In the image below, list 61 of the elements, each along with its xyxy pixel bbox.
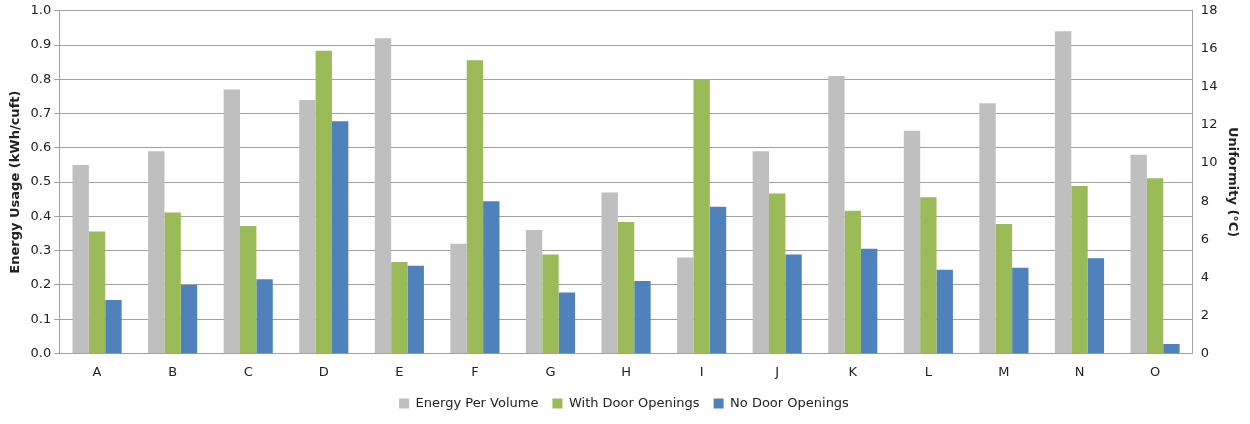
y2-tick-label: 0 — [1200, 344, 1210, 360]
bar — [105, 300, 122, 354]
bar — [558, 292, 576, 354]
y2-tick-label: 18 — [1200, 2, 1218, 18]
y-tick-label: 0.2 — [30, 276, 52, 292]
bar — [693, 79, 710, 354]
y2-axis-title: Uniformity (°C) — [1225, 126, 1241, 238]
bar — [331, 121, 349, 354]
x-tick-label: C — [243, 363, 253, 379]
bar — [634, 281, 651, 354]
bar — [1087, 258, 1105, 354]
y2-tick-label: 10 — [1200, 154, 1218, 170]
y-tick-label: 0.9 — [30, 36, 52, 52]
bar — [483, 201, 500, 354]
legend-label: Energy Per Volume — [415, 394, 539, 410]
legend-label: No Door Openings — [730, 394, 850, 410]
y2-tick-label: 8 — [1200, 192, 1210, 208]
x-tick-label: M — [998, 363, 1010, 379]
bar — [466, 60, 484, 354]
bar — [709, 206, 727, 354]
y2-tick-label: 6 — [1200, 230, 1210, 246]
x-tick-label: K — [848, 363, 858, 379]
y-tick-label: 0.8 — [30, 70, 52, 86]
bar — [860, 248, 878, 354]
bar — [374, 38, 392, 353]
y2-tick-label: 16 — [1200, 40, 1218, 56]
y-tick-label: 0.3 — [30, 241, 52, 257]
x-tick-label: D — [318, 363, 329, 379]
y-axis-title: Energy Usage (kWh/cuft) — [7, 90, 23, 274]
x-tick-label: N — [1074, 363, 1085, 379]
x-tick-label: H — [621, 363, 631, 379]
bar — [391, 262, 408, 354]
bar — [1012, 267, 1029, 354]
bar — [936, 269, 953, 354]
x-tick-label: E — [395, 363, 404, 379]
x-tick-label: L — [924, 363, 933, 379]
x-tick-label: O — [1149, 363, 1161, 379]
y-tick-label: 0.5 — [30, 173, 52, 189]
x-tick-label: G — [545, 363, 556, 379]
y2-tick-label: 14 — [1200, 78, 1218, 94]
bar — [180, 284, 198, 354]
y2-tick-label: 2 — [1200, 306, 1210, 322]
bar — [256, 279, 273, 354]
y2-tick-label: 12 — [1200, 116, 1218, 132]
bar — [785, 254, 802, 354]
x-tick-label: A — [92, 363, 102, 379]
bar — [407, 265, 424, 354]
x-tick-label: I — [699, 363, 704, 379]
y-tick-label: 0.1 — [30, 310, 52, 326]
x-tick-label: B — [168, 363, 178, 379]
y-tick-label: 0.7 — [30, 104, 52, 120]
y-tick-label: 0.6 — [30, 139, 52, 155]
legend-label: With Door Openings — [568, 394, 700, 410]
y-tick-label: 1.0 — [30, 2, 52, 18]
y-tick-label: 0.0 — [30, 344, 52, 360]
bar — [1163, 343, 1180, 354]
y2-tick-label: 4 — [1200, 268, 1210, 284]
y-tick-label: 0.4 — [30, 207, 52, 223]
x-tick-label: F — [471, 363, 479, 379]
bar — [223, 89, 241, 353]
x-tick-label: J — [774, 363, 780, 379]
